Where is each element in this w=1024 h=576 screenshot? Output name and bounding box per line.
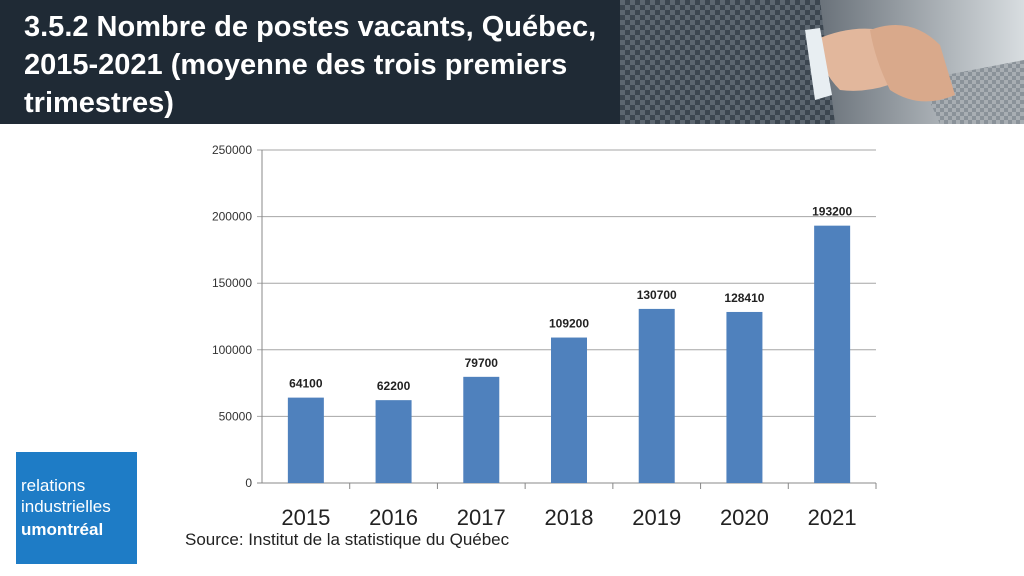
y-tick-label: 150000 <box>212 276 252 290</box>
data-label: 64100 <box>289 377 323 391</box>
data-label: 128410 <box>724 291 764 305</box>
data-label: 79700 <box>465 356 499 370</box>
handshake-photo <box>620 0 1024 124</box>
data-label: 62200 <box>377 379 411 393</box>
bar <box>463 376 500 483</box>
y-tick-label: 50000 <box>219 409 253 423</box>
bar <box>814 225 851 483</box>
logo-line-3: umontréal <box>21 520 103 540</box>
data-label: 130700 <box>637 288 677 302</box>
bar <box>287 397 324 483</box>
data-label: 109200 <box>549 317 589 331</box>
x-tick-label: 2018 <box>545 505 594 530</box>
x-tick-label: 2017 <box>457 505 506 530</box>
x-tick-label: 2020 <box>720 505 769 530</box>
x-tick-label: 2021 <box>808 505 857 530</box>
x-tick-label: 2016 <box>369 505 418 530</box>
x-tick-label: 2015 <box>281 505 330 530</box>
data-label: 193200 <box>812 205 852 219</box>
logo-line-2: industrielles <box>21 497 111 516</box>
y-tick-label: 250000 <box>212 143 252 157</box>
university-logo: relations industrielles umontréal <box>16 452 137 564</box>
logo-montreal: montréal <box>31 520 104 539</box>
y-tick-label: 100000 <box>212 343 252 357</box>
logo-u: u <box>21 520 32 539</box>
logo-line-1: relations <box>21 476 86 495</box>
page-title: 3.5.2 Nombre de postes vacants, Québec, … <box>24 11 597 119</box>
y-tick-label: 200000 <box>212 210 252 224</box>
chart-svg: 0 50000 100000 150000 200000 250000 64100 2015 6… <box>212 143 877 530</box>
bar <box>726 311 763 483</box>
bar <box>375 400 412 483</box>
source-note: Source: Institut de la statistique du Qu… <box>185 530 510 549</box>
header-banner: 3.5.2 Nombre de postes vacants, Québec, … <box>0 0 1024 124</box>
bar <box>551 337 587 483</box>
y-tick-label: 0 <box>245 476 252 490</box>
bar <box>638 308 675 483</box>
bar-chart: 0 50000 100000 150000 200000 250000 64100 2015 6… <box>0 124 1024 576</box>
x-tick-label: 2019 <box>632 505 681 530</box>
